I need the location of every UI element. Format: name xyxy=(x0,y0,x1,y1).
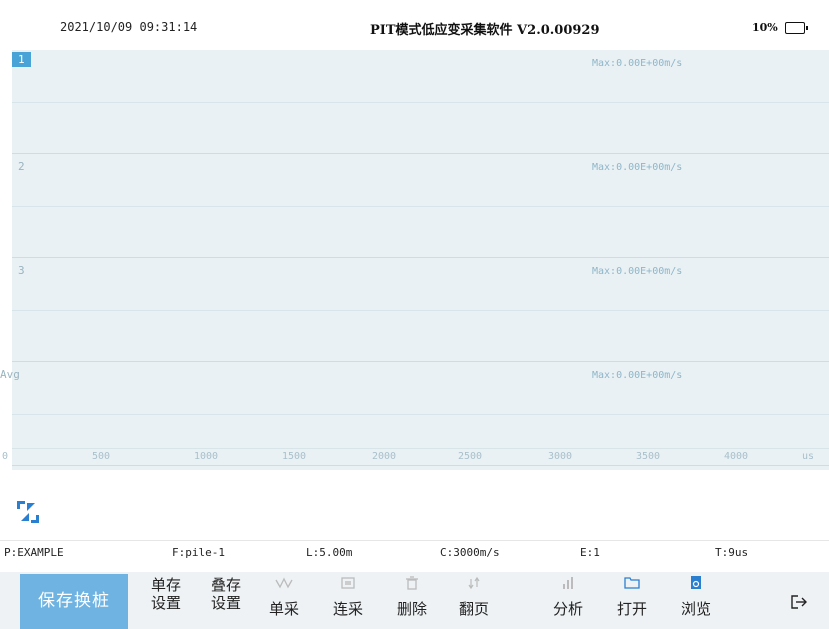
axis-tick-label: 1500 xyxy=(282,451,307,462)
channel-baseline xyxy=(12,310,829,311)
single-acquire-label: 单采 xyxy=(268,600,299,618)
channel-label[interactable]: Avg xyxy=(0,368,20,381)
single-acquire-button[interactable]: 单采 xyxy=(256,572,312,629)
bottom-toolbar: 保存换桩 单存 设置 叠存 设置 单采 连采 删除 xyxy=(0,572,829,629)
browse-label: 浏览 xyxy=(680,600,711,618)
stack-save-settings-label: 叠存 设置 xyxy=(210,576,241,612)
channel-1-plot[interactable]: 1 Max:0.00E+00m/s xyxy=(12,50,829,154)
battery-icon xyxy=(785,22,808,34)
continuous-acquire-button[interactable]: 连采 xyxy=(320,572,376,629)
sample-interval: T:9us xyxy=(715,546,749,559)
channel-3-plot[interactable]: 3 Max:0.00E+00m/s xyxy=(12,258,829,362)
channel-2-plot[interactable]: 2 Max:0.00E+00m/s xyxy=(12,154,829,258)
image-icon xyxy=(341,577,355,589)
app-title: PIT模式低应变采集软件 V2.0.00929 xyxy=(370,23,600,38)
axis-tick-label: 2000 xyxy=(372,451,397,462)
continuous-acquire-label: 连采 xyxy=(332,600,363,618)
folder-icon xyxy=(624,577,640,589)
wave-speed: C:3000m/s xyxy=(440,546,500,559)
channel-max-value: Max:0.00E+00m/s xyxy=(592,58,683,69)
stack-save-settings-button[interactable]: 叠存 设置 xyxy=(198,572,254,629)
axis-tick-label: 4000 xyxy=(724,451,749,462)
delete-label: 删除 xyxy=(396,600,427,618)
waveform-plot-area[interactable]: 1 Max:0.00E+00m/s 2 Max:0.00E+00m/s 3 Ma… xyxy=(0,50,829,470)
channel-label[interactable]: 3 xyxy=(18,264,25,277)
analyze-button[interactable]: 分析 xyxy=(540,572,596,629)
save-and-change-pile-button[interactable]: 保存换桩 xyxy=(20,574,128,629)
status-bar: 2021/10/09 09:31:14 PIT模式低应变采集软件 V2.0.00… xyxy=(0,0,829,44)
exit-icon[interactable] xyxy=(790,594,808,610)
axis-unit-label: us xyxy=(802,451,815,462)
channel-max-value: Max:0.00E+00m/s xyxy=(592,266,683,277)
waveform-icon xyxy=(275,577,293,589)
channel-max-value: Max:0.00E+00m/s xyxy=(592,370,683,381)
channel-label[interactable]: 2 xyxy=(18,160,25,173)
pile-info-bar: P:EXAMPLE F:pile-1 L:5.00m C:3000m/s E:1… xyxy=(0,540,829,562)
page-flip-label: 翻页 xyxy=(458,600,489,618)
single-save-settings-button[interactable]: 单存 设置 xyxy=(138,572,194,629)
e-value: E:1 xyxy=(580,546,600,559)
zoom-fit-icon[interactable] xyxy=(16,500,40,524)
axis-tick-label: 1000 xyxy=(194,451,219,462)
page-flip-button[interactable]: 翻页 xyxy=(446,572,502,629)
browse-file-icon xyxy=(691,576,701,589)
axis-tick-label: 3000 xyxy=(548,451,573,462)
project-name: P:EXAMPLE xyxy=(4,546,64,559)
pile-length: L:5.00m xyxy=(306,546,353,559)
axis-tick-label: 500 xyxy=(92,451,111,462)
single-save-settings-label: 单存 设置 xyxy=(150,576,181,612)
browse-button[interactable]: 浏览 xyxy=(668,572,724,629)
time-axis: 0 500 1000 1500 2000 2500 3000 3500 4000… xyxy=(2,448,829,468)
axis-tick-label: 0 xyxy=(2,451,9,462)
axis-tick-label: 2500 xyxy=(458,451,483,462)
channel-avg-plot[interactable]: Avg Max:0.00E+00m/s xyxy=(0,362,829,466)
datetime: 2021/10/09 09:31:14 xyxy=(60,20,198,34)
axis-tick-label: 3500 xyxy=(636,451,661,462)
delete-button[interactable]: 删除 xyxy=(384,572,440,629)
channel-max-value: Max:0.00E+00m/s xyxy=(592,162,683,173)
up-down-arrows-icon xyxy=(468,576,480,590)
channel-baseline xyxy=(12,206,829,207)
channel-baseline xyxy=(12,414,829,415)
open-label: 打开 xyxy=(616,600,647,618)
analyze-label: 分析 xyxy=(552,600,583,618)
channel-label[interactable]: 1 xyxy=(12,52,31,67)
trash-icon xyxy=(406,576,418,590)
battery-level: 10% xyxy=(752,21,778,34)
bar-chart-icon xyxy=(563,577,573,589)
open-button[interactable]: 打开 xyxy=(604,572,660,629)
axis-ticks-svg xyxy=(12,448,829,449)
channel-baseline xyxy=(12,102,829,103)
pile-name: F:pile-1 xyxy=(172,546,225,559)
